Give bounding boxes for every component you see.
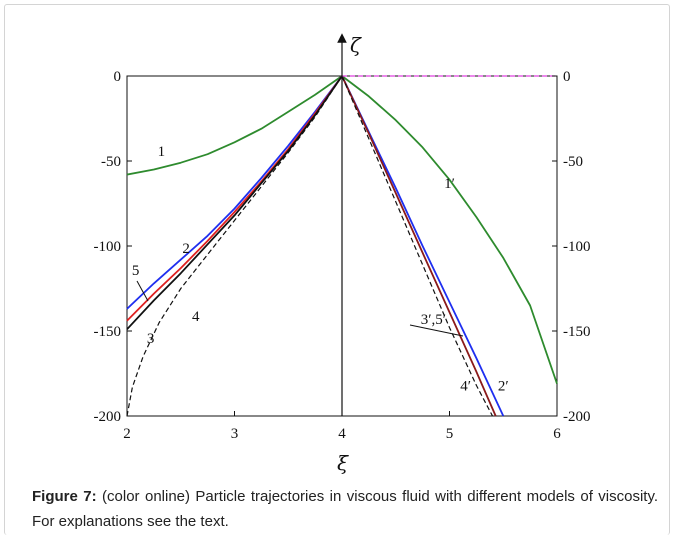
label-pointer-3p5p	[409, 324, 464, 337]
curve-5	[126, 75, 343, 322]
y-tick-label-right: -150	[563, 324, 591, 340]
x-tick-label: 3	[231, 426, 239, 442]
curve-label: 1′	[444, 176, 455, 192]
caption-text: (color online) Particle trajectories in …	[32, 488, 659, 530]
y-tick-label-left: -100	[94, 239, 122, 255]
curve-label: 4	[192, 309, 200, 325]
figure-frame	[4, 4, 670, 535]
x-tick-label: 5	[446, 426, 454, 442]
caption-label: Figure 7:	[32, 488, 97, 505]
curve-4	[126, 75, 343, 417]
x-axis-label: ξ	[337, 451, 349, 475]
y-tick-label-left: -200	[94, 409, 122, 425]
curve-3	[126, 75, 343, 330]
curve-label: 1	[158, 144, 166, 160]
y-tick-label-left: 0	[114, 69, 122, 85]
x-tick-label: 4	[338, 426, 346, 442]
y-tick-label-left: -50	[101, 154, 121, 170]
curve-1	[126, 75, 343, 176]
x-tick-label: 2	[123, 426, 131, 442]
figure-caption: Figure 7: (color online) Particle trajec…	[32, 484, 658, 534]
y-axis-label: ζ	[350, 33, 362, 57]
curve-label: 2	[182, 241, 190, 257]
curve-1p	[341, 75, 558, 384]
curve-4p	[341, 75, 494, 417]
y-tick-label-right: -200	[563, 409, 591, 425]
y-tick-label-right: -50	[563, 154, 583, 170]
curve-label: 3′,5′	[421, 312, 446, 328]
label-pointer-5	[136, 280, 149, 302]
trajectory-chart: ζ ξ 2 3 4 5 6 0 -50 -100 -150 -200 0 -50 -100 -150 -20…	[94, 33, 591, 475]
y-tick-label-right: -100	[563, 239, 591, 255]
curve-label: 4′	[460, 379, 471, 395]
curve-label: 5	[132, 263, 140, 279]
curve-2	[126, 75, 343, 310]
y-tick-label-left: -150	[94, 324, 122, 340]
curve-label: 3	[147, 331, 155, 347]
curve-3-5p	[341, 75, 497, 417]
y-tick-label-right: 0	[563, 69, 571, 85]
x-tick-label: 6	[553, 426, 561, 442]
curve-label: 2′	[498, 379, 509, 395]
